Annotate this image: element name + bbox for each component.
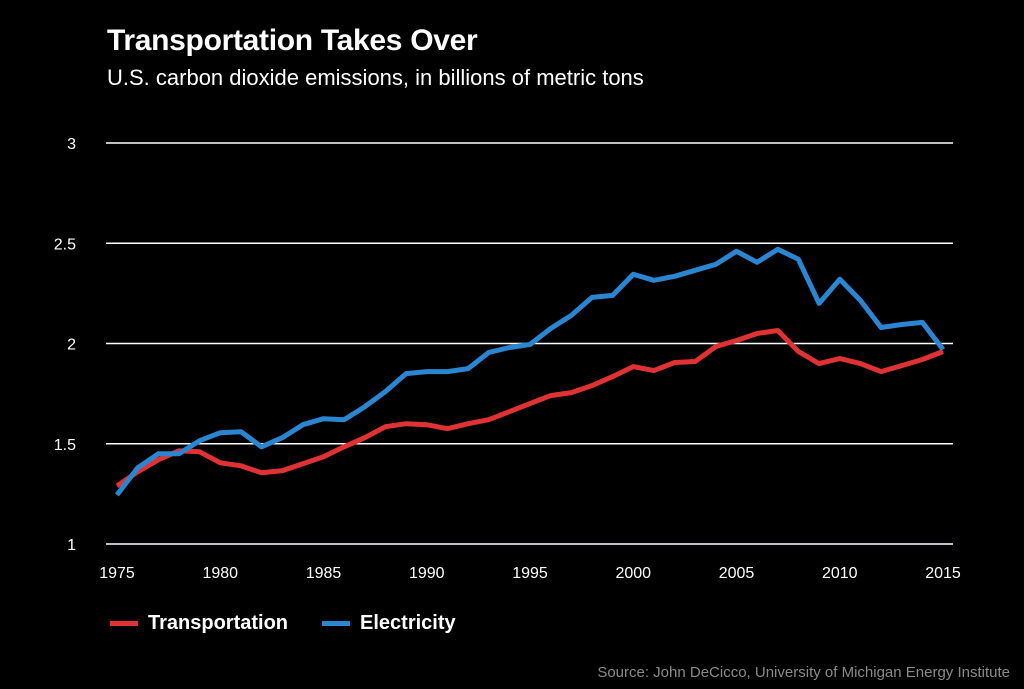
y-tick-label: 3 [67, 136, 76, 153]
x-tick-label: 1995 [512, 565, 548, 582]
legend-swatch-transportation [110, 621, 138, 626]
series-line-transportation [115, 328, 944, 488]
x-tick-label: 2010 [822, 565, 858, 582]
x-tick-label: 2000 [615, 565, 651, 582]
x-axis-ticks: 1975 1980 1985 1990 1995 2000 2005 2010 2015 [99, 565, 961, 582]
chart-title: Transportation Takes Over [107, 24, 478, 57]
y-tick-label: 1 [67, 537, 76, 554]
source-note: Source: John DeCicco, University of Mich… [597, 664, 1010, 681]
x-tick-label: 1980 [202, 565, 238, 582]
y-axis-ticks: 1 1.5 2 2.5 3 [54, 136, 76, 554]
x-tick-label: 1975 [99, 565, 135, 582]
x-tick-label: 2015 [925, 565, 961, 582]
y-tick-label: 1.5 [54, 437, 76, 454]
series-lines [115, 246, 945, 497]
series-line-electricity [115, 246, 945, 497]
y-tick-label: 2 [67, 337, 76, 354]
legend: Transportation Electricity [110, 612, 490, 635]
legend-item-electricity: Electricity [322, 612, 456, 635]
x-tick-label: 1990 [409, 565, 445, 582]
chart-subtitle: U.S. carbon dioxide emissions, in billio… [107, 65, 644, 90]
legend-label-transportation: Transportation [148, 612, 289, 634]
legend-label-electricity: Electricity [360, 612, 456, 634]
y-tick-label: 2.5 [54, 236, 76, 253]
legend-item-transportation: Transportation [110, 612, 288, 635]
x-tick-label: 1985 [306, 565, 342, 582]
legend-swatch-electricity [322, 621, 351, 626]
x-tick-label: 2005 [719, 565, 755, 582]
